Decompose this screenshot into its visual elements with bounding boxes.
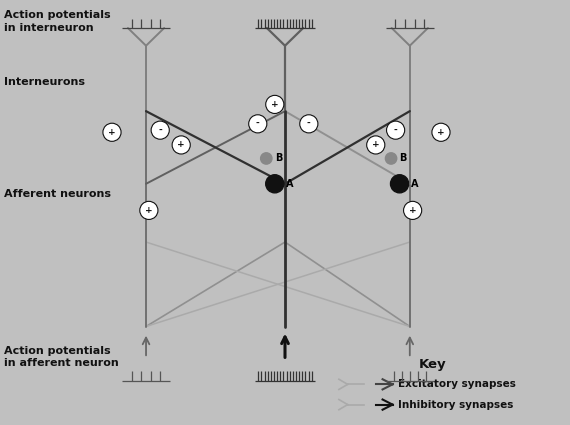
Text: Action potentials
in interneuron: Action potentials in interneuron — [4, 10, 111, 33]
Text: +: + — [177, 140, 185, 150]
Text: B: B — [400, 153, 407, 164]
Ellipse shape — [151, 121, 169, 139]
Text: -: - — [394, 126, 397, 135]
Ellipse shape — [300, 115, 318, 133]
Ellipse shape — [385, 153, 397, 164]
Ellipse shape — [266, 175, 284, 193]
Ellipse shape — [386, 121, 405, 139]
Text: -: - — [307, 119, 311, 128]
Text: -: - — [158, 126, 162, 135]
Text: Key: Key — [419, 357, 446, 371]
Text: A: A — [286, 179, 294, 189]
Text: -: - — [256, 119, 260, 128]
Text: Interneurons: Interneurons — [4, 77, 85, 88]
Text: Afferent neurons: Afferent neurons — [4, 189, 111, 199]
Ellipse shape — [249, 115, 267, 133]
Text: Excitatory synapses: Excitatory synapses — [398, 380, 516, 389]
Ellipse shape — [367, 136, 385, 154]
Text: +: + — [271, 100, 279, 109]
Ellipse shape — [103, 123, 121, 142]
Text: +: + — [145, 206, 153, 215]
Text: Action potentials
in afferent neuron: Action potentials in afferent neuron — [4, 346, 119, 368]
Text: Inhibitory synapses: Inhibitory synapses — [398, 400, 514, 410]
Ellipse shape — [140, 201, 158, 219]
Text: A: A — [411, 179, 418, 189]
Text: +: + — [372, 140, 380, 150]
Ellipse shape — [266, 95, 284, 113]
Ellipse shape — [432, 123, 450, 142]
Ellipse shape — [404, 201, 422, 219]
Ellipse shape — [172, 136, 190, 154]
Text: +: + — [108, 128, 116, 137]
Ellipse shape — [260, 153, 272, 164]
Text: +: + — [437, 128, 445, 137]
Text: B: B — [275, 153, 282, 164]
Text: +: + — [409, 206, 417, 215]
Ellipse shape — [390, 175, 409, 193]
